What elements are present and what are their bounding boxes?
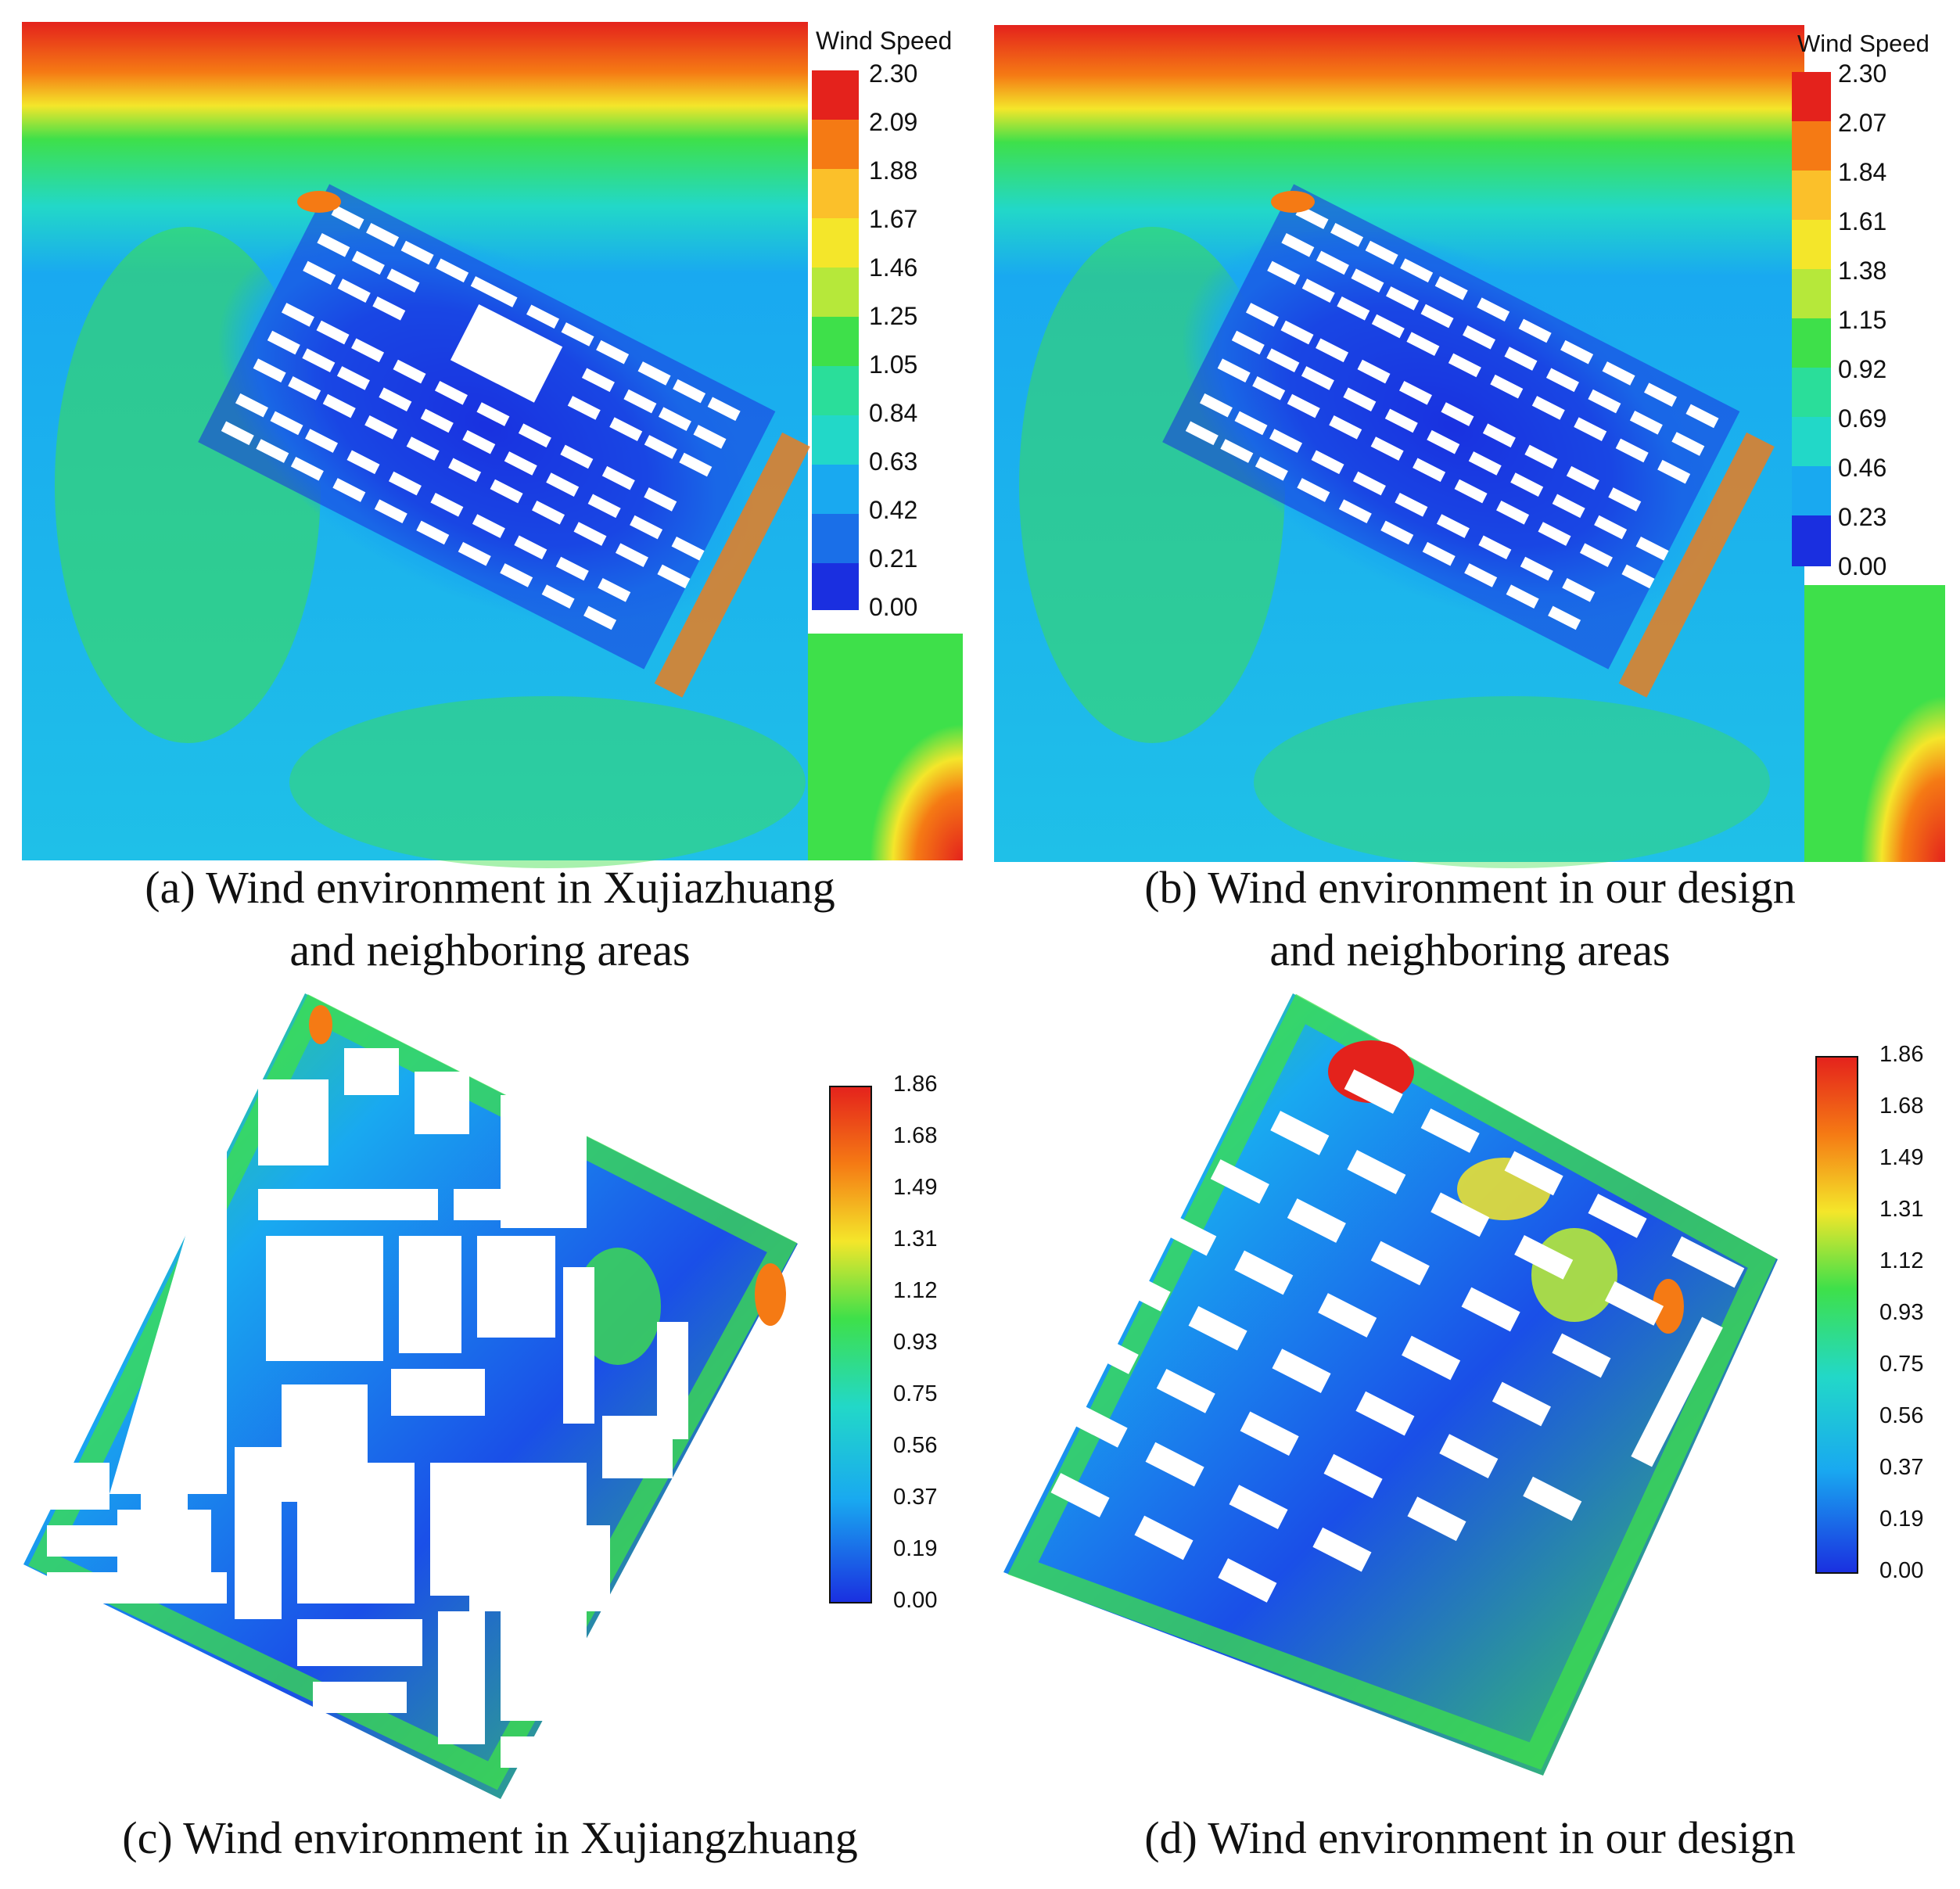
legend-d: 1.86 1.68 1.49 1.31 1.12 0.93 0.75 0.56 … <box>1807 1042 1960 1589</box>
legend-c: 1.86 1.68 1.49 1.31 1.12 0.93 0.75 0.56 … <box>821 1072 978 1619</box>
legend-tick: 1.68 <box>893 1123 938 1148</box>
legend-tick: 1.05 <box>869 350 918 379</box>
caption-c-line1: (c) Wind environment in Xujiangzhuang <box>122 1812 858 1863</box>
wind-map-b <box>994 25 1945 868</box>
legend-tick: 1.25 <box>869 302 918 330</box>
caption-d: (d) Wind environment in our design <box>980 1807 1960 1869</box>
wind-map-c <box>23 993 798 1799</box>
legend-tick: 0.23 <box>1838 503 1887 531</box>
legend-tick: 1.46 <box>869 253 918 282</box>
legend-tick: 1.12 <box>893 1278 938 1303</box>
legend-tick: 1.86 <box>1879 1042 1924 1067</box>
caption-d-line1: (d) Wind environment in our design <box>1144 1812 1796 1863</box>
caption-b-line2: and neighboring areas <box>1269 925 1671 975</box>
legend-tick: 0.92 <box>1838 355 1887 383</box>
caption-a: (a) Wind environment in Xujiazhuang and … <box>0 857 980 982</box>
legend-tick: 2.09 <box>869 108 918 136</box>
caption-c: (c) Wind environment in Xujiangzhuang <box>0 1807 980 1869</box>
legend-tick: 0.21 <box>869 544 918 573</box>
caption-b: (b) Wind environment in our design and n… <box>980 857 1960 982</box>
legend-tick: 0.75 <box>893 1381 938 1406</box>
legend-tick: 2.07 <box>1838 109 1887 137</box>
legend-tick: 0.00 <box>893 1588 938 1613</box>
legend-tick: 2.30 <box>1838 59 1887 88</box>
legend-tick: 1.84 <box>1838 158 1887 186</box>
legend-tick: 0.37 <box>893 1485 938 1510</box>
legend-b: Wind Speed 2.30 2.07 1.84 1.61 1.38 1.15… <box>1788 25 1960 585</box>
panel-d: 1.86 1.68 1.49 1.31 1.12 0.93 0.75 0.56 … <box>980 978 1960 1889</box>
legend-tick: 1.31 <box>1879 1197 1924 1222</box>
legend-tick: 0.93 <box>893 1330 938 1355</box>
wind-map-a <box>22 22 963 868</box>
caption-a-line1: (a) Wind environment in Xujiazhuang <box>145 862 835 913</box>
legend-tick: 1.49 <box>893 1175 938 1200</box>
legend-tick: 0.19 <box>893 1536 938 1561</box>
panel-a: Wind Speed 2.30 2.09 1.88 1.67 1.46 1.25… <box>0 0 980 978</box>
legend-tick: 0.56 <box>893 1433 938 1458</box>
legend-tick: 0.37 <box>1879 1455 1924 1480</box>
wind-map-d <box>1003 993 1784 1776</box>
legend-title: Wind Speed <box>816 27 953 55</box>
legend-tick: 1.67 <box>869 205 918 233</box>
legend-tick: 1.31 <box>893 1226 938 1252</box>
legend-bar-c <box>829 1086 872 1603</box>
legend-a: Wind Speed 2.30 2.09 1.88 1.67 1.46 1.25… <box>808 22 980 632</box>
caption-b-line1: (b) Wind environment in our design <box>1144 862 1796 913</box>
caption-a-line2: and neighboring areas <box>289 925 691 975</box>
legend-tick: 1.15 <box>1838 306 1887 334</box>
legend-bar-b <box>1792 72 1831 566</box>
legend-tick: 2.30 <box>869 59 918 88</box>
legend-title: Wind Speed <box>1797 30 1929 57</box>
legend-tick: 1.61 <box>1838 207 1887 235</box>
legend-tick: 0.75 <box>1879 1352 1924 1377</box>
legend-tick: 1.68 <box>1879 1094 1924 1119</box>
legend-tick: 0.63 <box>869 447 918 476</box>
legend-tick: 0.19 <box>1879 1507 1924 1532</box>
legend-tick: 1.88 <box>869 156 918 185</box>
legend-tick: 0.69 <box>1838 404 1887 433</box>
legend-tick: 1.49 <box>1879 1145 1924 1170</box>
legend-tick: 0.42 <box>869 496 918 524</box>
legend-tick: 0.46 <box>1838 454 1887 482</box>
panel-b: Wind Speed 2.30 2.07 1.84 1.61 1.38 1.15… <box>980 0 1960 978</box>
legend-tick: 0.56 <box>1879 1403 1924 1428</box>
legend-tick: 0.84 <box>869 399 918 427</box>
legend-bar-d <box>1815 1056 1858 1574</box>
legend-tick: 1.86 <box>893 1072 938 1097</box>
legend-tick: 0.93 <box>1879 1300 1924 1325</box>
legend-tick: 1.38 <box>1838 257 1887 285</box>
legend-bar-a <box>812 70 859 610</box>
legend-tick: 0.00 <box>1838 552 1887 580</box>
panel-c: 1.86 1.68 1.49 1.31 1.12 0.93 0.75 0.56 … <box>0 978 980 1889</box>
legend-tick: 0.00 <box>869 593 918 621</box>
legend-tick: 1.12 <box>1879 1248 1924 1273</box>
legend-tick: 0.00 <box>1879 1558 1924 1583</box>
